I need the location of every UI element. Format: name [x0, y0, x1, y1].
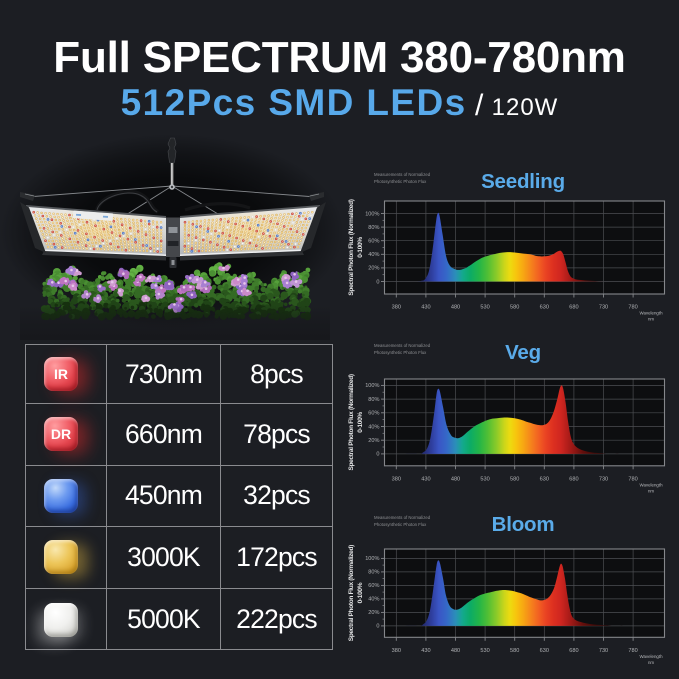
svg-text:Spectral Photon Flux (Normaliz: Spectral Photon Flux (Normalized) [348, 199, 355, 295]
svg-text:730: 730 [599, 648, 608, 654]
svg-text:780: 780 [628, 648, 637, 654]
svg-text:20%: 20% [368, 610, 379, 616]
svg-text:Photosynthetic Photon Flux: Photosynthetic Photon Flux [374, 179, 427, 184]
svg-text:780: 780 [628, 477, 637, 483]
svg-text:0-100%: 0-100% [357, 237, 364, 258]
svg-text:20%: 20% [368, 438, 379, 444]
svg-text:0: 0 [376, 452, 379, 458]
svg-text:580: 580 [510, 305, 519, 311]
svg-text:530: 530 [480, 477, 489, 483]
svg-text:530: 530 [480, 648, 489, 654]
svg-text:Bloom: Bloom [492, 513, 555, 536]
svg-text:630: 630 [540, 648, 549, 654]
svg-text:530: 530 [480, 305, 489, 311]
svg-text:Measurements of Normalized: Measurements of Normalized [374, 515, 431, 520]
svg-text:0: 0 [376, 279, 379, 285]
svg-text:60%: 60% [368, 411, 379, 417]
svg-text:780: 780 [628, 305, 637, 311]
svg-text:430: 430 [421, 477, 430, 483]
svg-text:380: 380 [392, 305, 401, 311]
svg-text:680: 680 [569, 305, 578, 311]
svg-text:Wavelength: Wavelength [639, 654, 663, 659]
svg-text:Wavelength: Wavelength [639, 311, 663, 316]
svg-text:Seedling: Seedling [481, 170, 565, 193]
svg-text:60%: 60% [368, 239, 379, 245]
svg-text:630: 630 [540, 305, 549, 311]
svg-text:40%: 40% [368, 252, 379, 258]
svg-text:80%: 80% [368, 570, 379, 576]
svg-text:480: 480 [451, 648, 460, 654]
svg-text:380: 380 [392, 477, 401, 483]
svg-text:nm: nm [648, 489, 654, 494]
svg-text:nm: nm [648, 660, 654, 665]
svg-text:40%: 40% [368, 597, 379, 603]
svg-text:Measurements of Normalized: Measurements of Normalized [374, 172, 431, 177]
svg-text:0: 0 [376, 624, 379, 630]
svg-text:680: 680 [569, 477, 578, 483]
svg-text:0-100%: 0-100% [357, 582, 364, 603]
svg-text:Spectral Photon Flux (Normaliz: Spectral Photon Flux (Normalized) [348, 374, 355, 470]
svg-text:Veg: Veg [505, 341, 541, 364]
svg-text:80%: 80% [368, 397, 379, 403]
svg-text:40%: 40% [368, 424, 379, 430]
svg-text:20%: 20% [368, 266, 379, 272]
svg-text:630: 630 [540, 477, 549, 483]
svg-text:430: 430 [421, 305, 430, 311]
svg-text:480: 480 [451, 477, 460, 483]
svg-text:100%: 100% [365, 383, 379, 389]
svg-text:Spectral Photon Flux (Normaliz: Spectral Photon Flux (Normalized) [348, 545, 355, 641]
svg-text:480: 480 [451, 305, 460, 311]
svg-text:730: 730 [599, 305, 608, 311]
svg-text:380: 380 [392, 648, 401, 654]
svg-text:680: 680 [569, 648, 578, 654]
svg-text:580: 580 [510, 477, 519, 483]
svg-text:100%: 100% [365, 211, 379, 217]
svg-text:430: 430 [421, 648, 430, 654]
svg-text:Measurements of Normalized: Measurements of Normalized [374, 343, 431, 348]
svg-text:0-100%: 0-100% [357, 412, 364, 433]
svg-text:80%: 80% [368, 225, 379, 231]
svg-text:Wavelength: Wavelength [639, 483, 663, 488]
svg-text:580: 580 [510, 648, 519, 654]
svg-text:Photosynthetic Photon Flux: Photosynthetic Photon Flux [374, 350, 427, 355]
svg-text:730: 730 [599, 477, 608, 483]
svg-text:Photosynthetic Photon Flux: Photosynthetic Photon Flux [374, 522, 427, 527]
svg-text:nm: nm [648, 317, 654, 322]
svg-text:60%: 60% [368, 583, 379, 589]
svg-text:100%: 100% [365, 556, 379, 562]
